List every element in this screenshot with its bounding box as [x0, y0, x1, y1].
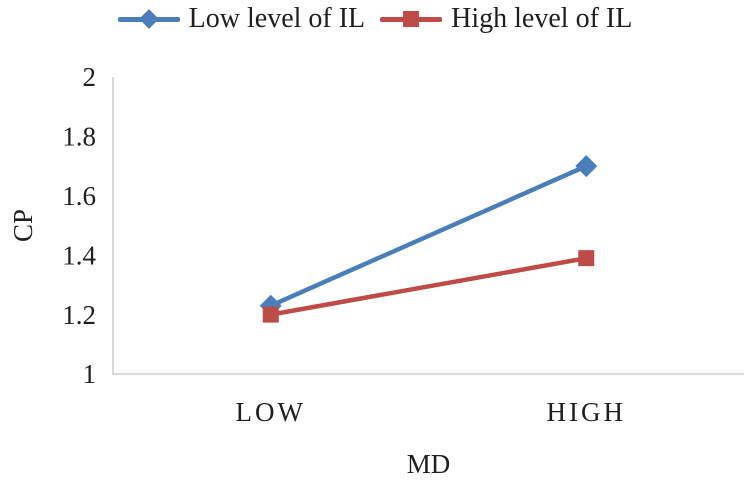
x-category-label-high: HIGH	[547, 397, 627, 427]
data-point-1-1	[578, 250, 595, 267]
legend-item-low-il: Low level of IL	[117, 2, 366, 36]
square-icon	[403, 11, 420, 27]
x-axis-title: MD	[407, 449, 451, 479]
x-category-label-low: LOW	[236, 397, 306, 427]
series-line-0	[269, 164, 588, 308]
legend-label-high-il: High level of IL	[451, 3, 633, 34]
data-point-0-1	[575, 155, 598, 178]
y-tick-label-1: 1	[83, 359, 97, 389]
legend-item-high-il: High level of IL	[380, 2, 632, 36]
legend-square-marker-icon	[380, 7, 443, 31]
y-tick-label-2: 2	[83, 62, 97, 92]
y-tick-label-1.2: 1.2	[62, 300, 96, 330]
series-line-1	[270, 255, 587, 317]
legend: Low level of IL High level of IL	[0, 2, 750, 36]
y-tick-label-1.4: 1.4	[62, 240, 96, 270]
y-axis-title: CP	[8, 209, 38, 242]
legend-diamond-marker-icon	[117, 7, 180, 31]
legend-label-low-il: Low level of IL	[188, 3, 366, 34]
y-tick-label-1.8: 1.8	[62, 122, 96, 152]
data-point-1-0	[262, 306, 279, 323]
y-tick-label-1.6: 1.6	[62, 181, 96, 211]
